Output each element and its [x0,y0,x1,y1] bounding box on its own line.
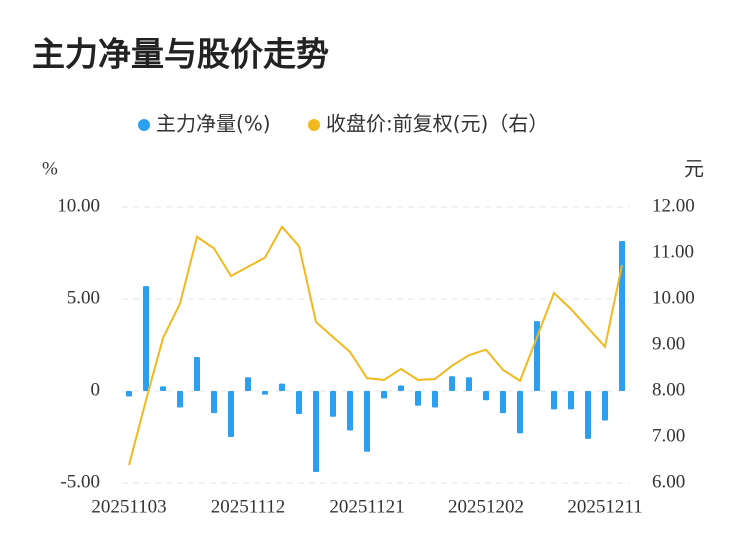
bar [143,286,149,391]
x-tick-label: 20251121 [329,496,404,517]
legend-label: 收盘价:前复权(元)（右） [326,112,548,136]
bar [483,391,489,401]
y-axis-label: % [42,158,58,179]
legend-label: 主力净量(%) [156,112,271,136]
legend-marker [308,119,320,131]
bar [551,391,557,410]
y-tick-label: 5.00 [67,287,100,308]
bar [228,391,234,437]
bar [126,391,132,397]
bar [602,391,608,421]
bar [194,356,200,391]
bar [449,376,455,391]
y-tick-label: -5.00 [60,471,100,492]
y2-axis-label: 元 [684,157,704,181]
y2-tick-label: 6.00 [652,471,685,492]
bar [330,391,336,417]
bar [245,377,251,391]
bar [585,391,591,439]
y2-tick-label: 8.00 [652,379,685,400]
bar [211,391,217,414]
y2-tick-label: 7.00 [652,425,685,446]
bar [517,391,523,434]
bar [466,377,472,391]
y-tick-label: 0 [91,379,101,400]
x-tick-label: 20251211 [567,496,642,517]
bar [296,391,302,414]
chart-title: 主力净量与股价走势 [32,35,329,74]
y-tick-label: 10.00 [57,195,100,216]
y2-tick-label: 11.00 [652,241,694,262]
bar [381,391,387,399]
bar [398,385,404,391]
bar [279,383,285,391]
bar [619,241,625,391]
bar [415,391,421,406]
x-tick-label: 20251112 [211,496,286,517]
bar [177,391,183,408]
bar [568,391,574,410]
x-tick-label: 20251202 [448,496,524,517]
bar [262,391,268,395]
y2-tick-label: 10.00 [652,287,695,308]
x-tick-label: 20251103 [91,496,166,517]
bar [347,391,353,431]
legend-marker [138,119,150,131]
price-line [128,225,623,466]
bar [313,391,319,472]
bar [364,391,370,452]
bar [432,391,438,408]
bar [160,386,166,391]
y2-tick-label: 9.00 [652,333,685,354]
y2-tick-label: 12.00 [652,195,695,216]
bar [500,391,506,414]
